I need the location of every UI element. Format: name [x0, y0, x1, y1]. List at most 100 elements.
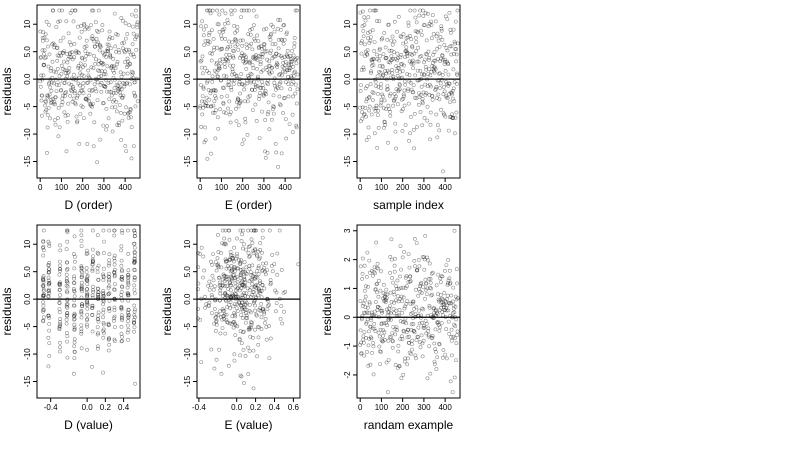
data-point [421, 14, 426, 18]
data-point [118, 85, 122, 90]
data-point [244, 300, 249, 305]
data-point [240, 300, 245, 305]
data-point [58, 267, 63, 271]
data-point [70, 8, 75, 13]
data-point [126, 337, 130, 342]
data-point [119, 258, 124, 263]
data-point [238, 353, 242, 358]
data-point [232, 72, 237, 76]
data-point [371, 341, 376, 345]
data-point [79, 29, 84, 34]
data-point [85, 275, 90, 280]
data-point [273, 42, 278, 47]
data-point [415, 68, 420, 73]
data-point [224, 52, 229, 57]
data-point [79, 275, 84, 280]
data-point [433, 349, 438, 354]
data-point [375, 145, 380, 150]
y-tick-label: 10 [343, 19, 352, 28]
data-point [403, 304, 408, 309]
data-point [372, 321, 377, 326]
data-point [454, 52, 459, 57]
data-point [85, 292, 90, 297]
data-point [214, 322, 219, 327]
data-point [392, 300, 396, 305]
data-point [50, 59, 55, 64]
data-point [397, 83, 402, 88]
data-point [416, 257, 421, 262]
data-point [216, 262, 221, 267]
data-point [233, 37, 237, 42]
data-point [377, 344, 382, 349]
data-point [126, 315, 131, 320]
data-point [250, 278, 255, 282]
data-point [394, 325, 399, 330]
data-point [213, 94, 218, 98]
data-point [112, 253, 117, 258]
data-point [361, 337, 366, 342]
data-point [270, 107, 275, 112]
data-point [106, 292, 111, 297]
data-point [251, 56, 256, 61]
data-point [274, 290, 279, 295]
data-point [420, 320, 424, 325]
data-point [388, 109, 393, 114]
data-point [292, 44, 297, 49]
data-point [432, 65, 437, 70]
data-point [402, 306, 407, 311]
data-point [399, 109, 404, 114]
data-point [75, 95, 80, 100]
data-point [109, 46, 113, 51]
data-point [419, 280, 424, 285]
data-point [101, 307, 106, 312]
data-point [115, 33, 120, 37]
data-point [402, 359, 407, 364]
data-point [414, 20, 419, 25]
data-point [80, 302, 85, 307]
data-point [455, 41, 460, 46]
data-point [416, 335, 420, 340]
data-point [98, 137, 103, 142]
data-point [218, 282, 223, 287]
data-point [417, 340, 422, 345]
data-point [427, 93, 432, 97]
data-point [239, 304, 244, 308]
data-point [418, 345, 423, 350]
data-point [370, 326, 375, 331]
data-point [211, 48, 216, 53]
data-point [222, 110, 226, 115]
data-point [244, 291, 249, 296]
data-point [72, 371, 76, 376]
data-point [280, 64, 285, 69]
data-point [90, 303, 95, 308]
data-point [375, 57, 380, 61]
data-point [132, 256, 137, 261]
data-point [80, 280, 84, 285]
data-point [217, 66, 222, 71]
data-point [41, 283, 46, 288]
data-point [90, 304, 95, 309]
data-point [65, 305, 70, 310]
data-point [241, 381, 246, 385]
data-point [266, 100, 271, 105]
data-point [422, 255, 427, 260]
data-point [219, 33, 224, 38]
data-point [264, 325, 269, 329]
data-point [61, 67, 66, 71]
data-point [214, 315, 219, 319]
data-point [236, 266, 241, 271]
data-point [243, 280, 248, 285]
data-point [79, 311, 84, 316]
data-point [216, 275, 221, 280]
data-point [223, 259, 228, 264]
data-point [64, 272, 69, 277]
data-point [270, 65, 275, 70]
data-point [268, 51, 273, 56]
data-point [368, 8, 372, 13]
data-point [229, 278, 234, 283]
data-point [132, 80, 137, 85]
data-point [235, 302, 240, 307]
data-point [213, 298, 218, 302]
data-point [420, 354, 425, 359]
data-point [393, 363, 398, 367]
